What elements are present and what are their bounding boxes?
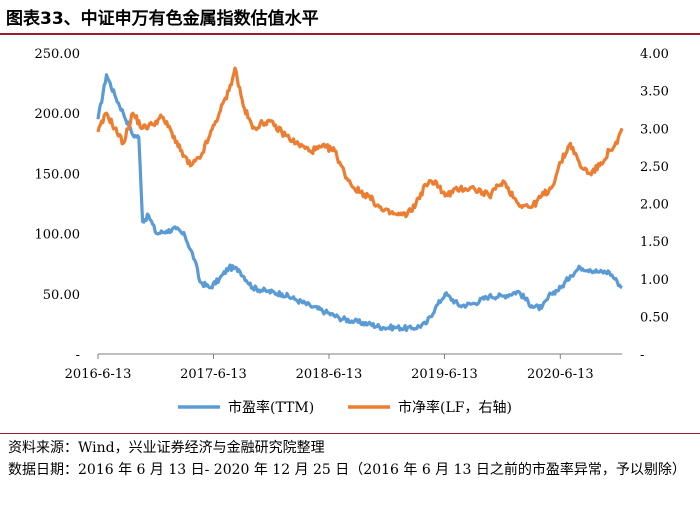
y-right-tick-label: 1.50 <box>640 235 669 250</box>
y-right-tick-label: 2.50 <box>640 160 669 175</box>
x-tick-label: 2019-6-13 <box>411 367 478 382</box>
pe-ttm-line <box>96 73 623 333</box>
y-left-tick-label: 150.00 <box>35 167 81 182</box>
legend-label-pe: 市盈率(TTM) <box>228 399 314 416</box>
title-rule <box>0 33 700 35</box>
y-right-tick-label: 2.00 <box>640 198 669 213</box>
y-left-tick-label: 200.00 <box>35 107 81 122</box>
chart-axes: - 50.00 100.00 150.00 200.00 250.00 - 0.50 1.00 1… <box>35 47 669 382</box>
pb-lf-line <box>96 66 624 219</box>
y-left-tick-label: 50.00 <box>43 288 80 303</box>
chart-lines <box>96 66 624 333</box>
legend-label-pb: 市净率(LF，右轴) <box>398 399 512 416</box>
valuation-chart: - 50.00 100.00 150.00 200.00 250.00 - 0.50 1.00 1… <box>35 47 669 416</box>
date-note: 数据日期：2016 年 6 月 13 日- 2020 年 12 月 25 日（2… <box>8 462 686 478</box>
y-right-tick-label: 3.50 <box>640 85 669 100</box>
x-tick-label: 2016-6-13 <box>65 367 132 382</box>
y-left-tick-label: 250.00 <box>35 47 81 62</box>
source-note: 资料来源：Wind，兴业证券经济与金融研究院整理 <box>8 440 325 456</box>
y-right-tick-label: - <box>640 348 644 363</box>
y-right-tick-label: 4.00 <box>640 47 669 62</box>
y-right-tick-label: 1.00 <box>640 273 669 288</box>
y-left-tick-label: 100.00 <box>35 228 81 243</box>
chart-legend: 市盈率(TTM) 市净率(LF，右轴) <box>178 399 512 416</box>
y-right-tick-label: 3.00 <box>640 122 669 137</box>
x-tick-label: 2020-6-13 <box>527 367 594 382</box>
y-left-tick-label: - <box>76 348 80 363</box>
x-tick-label: 2018-6-13 <box>296 367 363 382</box>
x-tick-label: 2017-6-13 <box>180 367 247 382</box>
footer-rule <box>0 433 700 434</box>
chart-title: 图表33、中证申万有色金属指数估值水平 <box>6 9 319 29</box>
y-right-tick-label: 0.50 <box>640 310 669 325</box>
